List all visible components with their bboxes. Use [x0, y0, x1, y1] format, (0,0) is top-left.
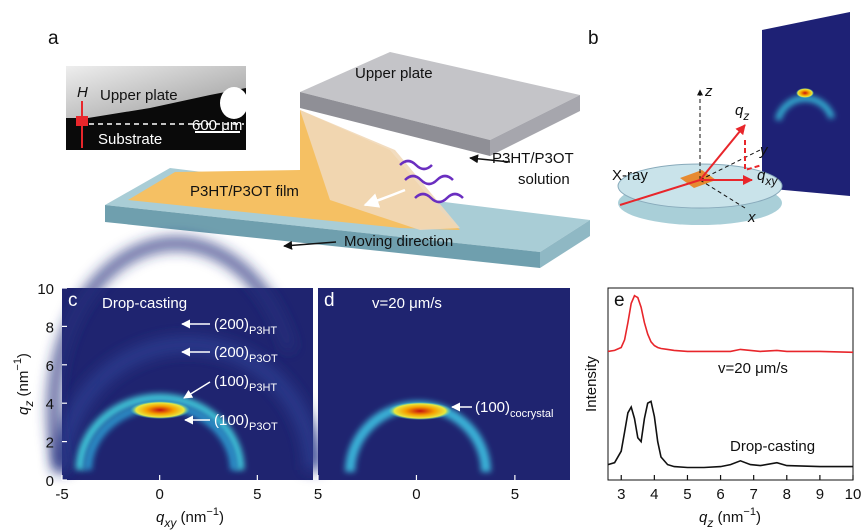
- label-sub: P3HT: [249, 325, 277, 337]
- axis-label: qz: [735, 102, 749, 123]
- x-tick-label: 3: [617, 486, 625, 503]
- x-tick-label: 7: [750, 486, 758, 503]
- inset-label: Upper plate: [100, 87, 178, 104]
- x-tick-label: 0: [155, 486, 163, 503]
- x-tick-label: 0: [412, 486, 420, 503]
- label-unit: (nm: [713, 509, 743, 526]
- label-sub: xy: [764, 174, 778, 188]
- label-sub: P3OT: [249, 421, 278, 433]
- panel-b: b z qz y X-ray qxy x: [588, 12, 850, 226]
- x-tick-label: 4: [650, 486, 658, 503]
- label-sub: P3OT: [249, 353, 278, 365]
- panel-label: c: [68, 290, 78, 311]
- y-tick-label: 0: [46, 473, 54, 490]
- inset-label: H: [77, 84, 88, 101]
- panel-d: d v=20 μm/s (100)cocrystal: [318, 288, 570, 480]
- label-main: (100): [214, 373, 249, 390]
- y-tick-label: 10: [37, 281, 54, 298]
- series-label: v=20 μm/s: [718, 360, 788, 377]
- image-title: v=20 μm/s: [372, 295, 442, 312]
- label-end: ): [219, 509, 224, 526]
- label-main: (200): [214, 316, 249, 333]
- label-sub: z: [706, 516, 713, 530]
- hot-spot: [130, 401, 190, 419]
- x-axis-label: qxy (nm−1): [156, 506, 224, 530]
- label-sub: z: [22, 401, 36, 408]
- label-sup: −1: [12, 358, 24, 371]
- panel-label: d: [324, 290, 335, 311]
- x-tick-label: 5: [683, 486, 691, 503]
- x-tick-label: 8: [783, 486, 791, 503]
- solution-label: solution: [518, 171, 570, 188]
- y-tick-label: 2: [46, 435, 54, 452]
- series-label: Drop-casting: [730, 438, 815, 455]
- y-tick-label: 6: [46, 358, 54, 375]
- panel-a: a Upper plate H Substrate 600 μm Upper p…: [48, 28, 590, 268]
- inset-meniscus: [220, 87, 248, 119]
- label-main: (100): [214, 412, 249, 429]
- label-unit: (nm: [15, 371, 32, 401]
- x-axis-label: qz (nm−1): [699, 506, 761, 530]
- x-tick-label: 5: [253, 486, 261, 503]
- moving-label: Moving direction: [344, 233, 453, 250]
- x-tick-label: 9: [816, 486, 824, 503]
- scale-bar-label: 600 μm: [192, 117, 242, 134]
- label-main: (200): [214, 344, 249, 361]
- detector-spot: [796, 88, 814, 98]
- film-label: P3HT/P3OT film: [190, 183, 299, 200]
- x-tick-label: 5: [314, 486, 322, 503]
- panel-label: b: [588, 28, 599, 49]
- x-tick-label: 10: [845, 486, 862, 503]
- solution-label: P3HT/P3OT: [492, 150, 574, 167]
- label-unit: (nm: [176, 509, 206, 526]
- inset-label: Substrate: [98, 131, 162, 148]
- gap-marker: [76, 116, 88, 126]
- y-tick-label: 4: [46, 396, 54, 413]
- panel-label: e: [614, 290, 625, 311]
- xray-label: X-ray: [612, 167, 648, 184]
- label-sub: xy: [163, 516, 177, 530]
- panel-label: a: [48, 28, 59, 49]
- x-tick-label: 6: [716, 486, 724, 503]
- y-tick-label: 8: [46, 319, 54, 336]
- image-title: Drop-casting: [102, 295, 187, 312]
- detector: [762, 12, 850, 196]
- label-sub: z: [742, 109, 749, 123]
- y-axis-label: qz (nm−1): [12, 353, 36, 415]
- label-sup: −1: [206, 506, 219, 518]
- label-end: ): [15, 353, 32, 358]
- label-sub: cocrystal: [510, 408, 553, 420]
- label-sub: P3HT: [249, 382, 277, 394]
- x-tick-label: 5: [511, 486, 519, 503]
- figure: a Upper plate H Substrate 600 μm Upper p…: [0, 0, 866, 531]
- x-tick-label: -5: [55, 486, 68, 503]
- y-axis-label: Intensity: [583, 356, 600, 412]
- label-main: (100): [475, 399, 510, 416]
- axis-label: z: [704, 83, 713, 100]
- upper-plate-label: Upper plate: [355, 65, 433, 82]
- axis-label: x: [747, 209, 756, 226]
- label-end: ): [756, 509, 761, 526]
- hot-spot: [388, 402, 452, 420]
- label-sup: −1: [743, 506, 756, 518]
